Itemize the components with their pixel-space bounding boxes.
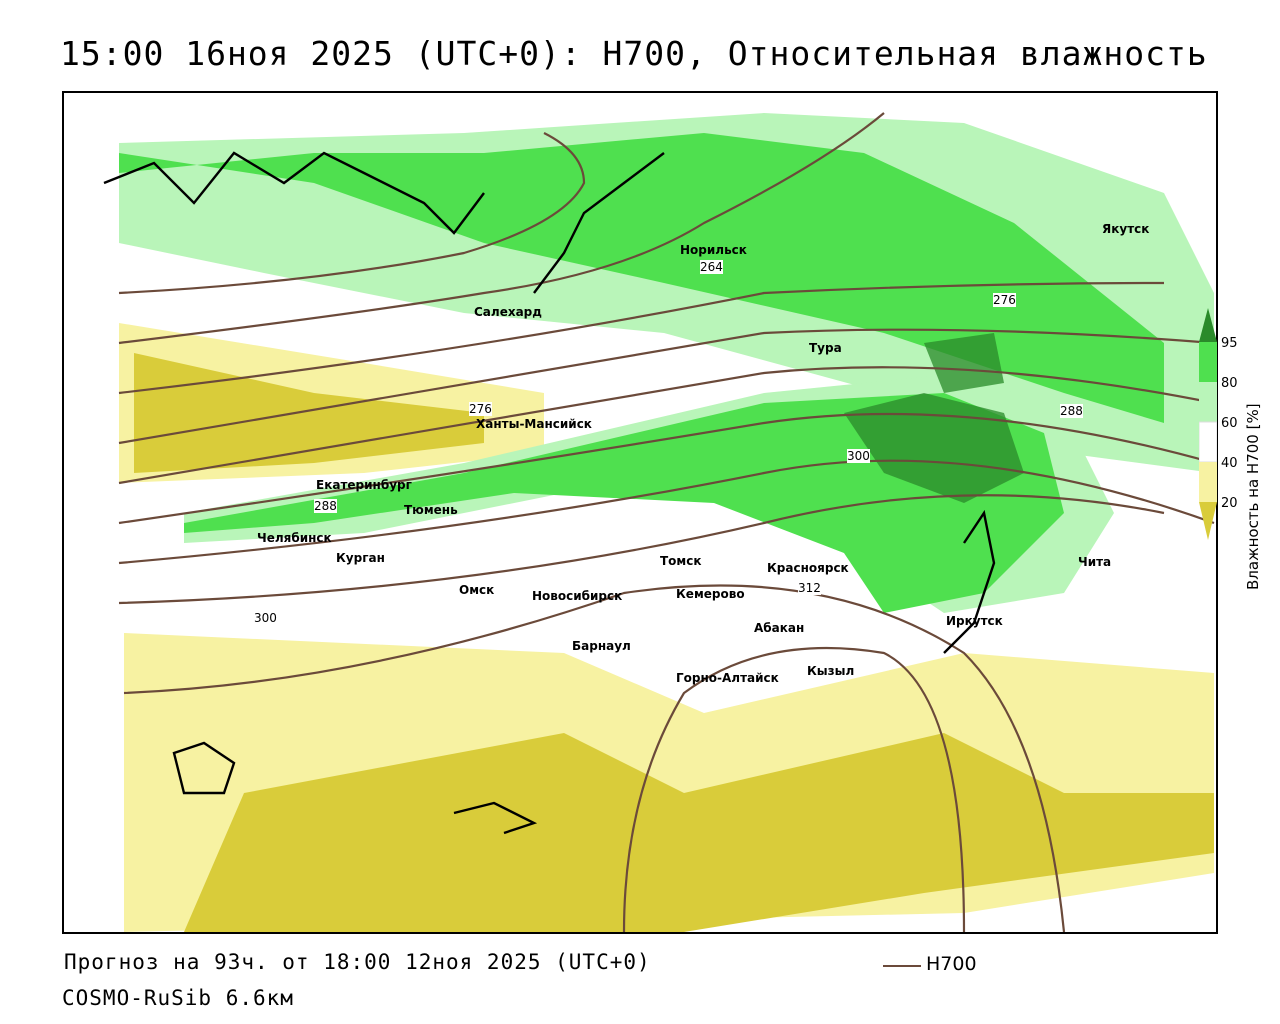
- city-kyzyl: Кызыл: [807, 664, 855, 678]
- chart-title: 15:00 16ноя 2025 (UTC+0): H700, Относите…: [60, 34, 1208, 73]
- contour-label: 312: [798, 581, 821, 595]
- city-omsk: Омск: [459, 583, 495, 597]
- city-norilsk: Норильск: [680, 243, 747, 257]
- contour-label: 300: [847, 449, 870, 463]
- city-labels: Норильск Якутск Салехард Тура Ханты-Манс…: [64, 93, 1216, 932]
- humidity-map: [64, 93, 1216, 933]
- contour-legend-label: H700: [926, 953, 977, 975]
- city-barnaul: Барнаул: [572, 639, 631, 653]
- colorbar-tick: 80: [1221, 376, 1238, 391]
- city-tyumen: Тюмень: [404, 503, 458, 517]
- city-yakutsk: Якутск: [1102, 222, 1150, 236]
- contour-labels: 264 276 276 288 288 300 300 312: [64, 93, 1216, 932]
- city-tura: Тура: [809, 341, 842, 355]
- colorbar-swatches: [1198, 308, 1218, 540]
- contour-label: 276: [993, 293, 1016, 307]
- city-gorno-altaysk: Горно-Алтайск: [676, 671, 779, 685]
- model-name: COSMO-RuSib 6.6км: [62, 986, 294, 1010]
- city-kurgan: Курган: [336, 551, 385, 565]
- contour-label: 300: [254, 611, 277, 625]
- colorbar-tick: 95: [1221, 336, 1238, 351]
- city-tomsk: Томск: [660, 554, 702, 568]
- contour-label: 288: [314, 499, 337, 513]
- city-chelyabinsk: Челябинск: [257, 531, 332, 545]
- contour-label: 288: [1060, 404, 1083, 418]
- forecast-info: Прогноз на 93ч. от 18:00 12ноя 2025 (UTC…: [64, 950, 651, 974]
- colorbar-tick: 20: [1221, 496, 1238, 511]
- city-krasnoyarsk: Красноярск: [767, 561, 849, 575]
- contour-label: 276: [469, 402, 492, 416]
- colorbar-tick: 60: [1221, 416, 1238, 431]
- city-chita: Чита: [1078, 555, 1112, 569]
- city-irkutsk: Иркутск: [946, 614, 1003, 628]
- city-kemerovo: Кемерово: [676, 587, 745, 601]
- city-abakan: Абакан: [754, 621, 805, 635]
- colorbar-title: Влажность на H700 [%]: [1244, 403, 1262, 590]
- colorbar-tick: 40: [1221, 456, 1238, 471]
- city-novosibirsk: Новосибирск: [532, 589, 623, 603]
- contour-label: 264: [700, 260, 723, 274]
- city-ekaterinburg: Екатеринбург: [316, 478, 412, 492]
- city-salekhard: Салехард: [474, 305, 542, 319]
- city-khanty-mansiysk: Ханты-Мансийск: [476, 417, 592, 431]
- colorbar: [1198, 308, 1218, 546]
- contour-legend-line: [883, 965, 921, 967]
- map-frame: Норильск Якутск Салехард Тура Ханты-Манс…: [62, 91, 1218, 934]
